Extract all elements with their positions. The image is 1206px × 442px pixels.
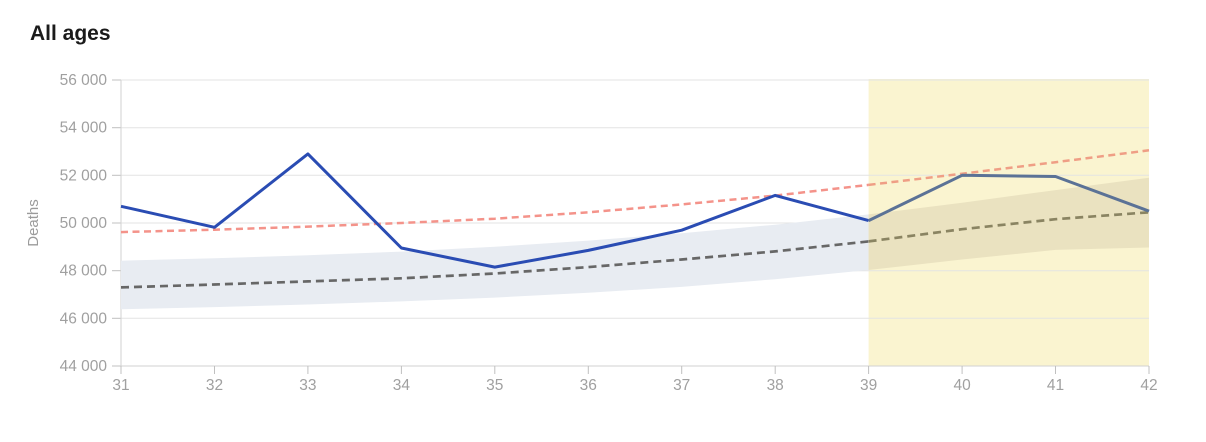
- x-tick-label: 40: [953, 377, 971, 394]
- expected-range-band: [121, 214, 869, 310]
- expected-baseline-dashed: [868, 210, 1150, 243]
- expected-baseline-dashed: [120, 240, 869, 289]
- x-tick-label: 41: [1047, 377, 1064, 394]
- y-axis-title: Deaths: [25, 199, 42, 247]
- x-tick-label: 32: [206, 377, 223, 394]
- chart-title: All ages: [30, 22, 111, 45]
- x-tick-label: 38: [767, 377, 784, 394]
- y-tick-label: 44 000: [60, 358, 108, 375]
- upper-threshold-dashed: [120, 183, 869, 234]
- x-tick-label: 36: [580, 377, 597, 394]
- y-tick-label: 56 000: [60, 72, 108, 89]
- x-tick-label: 42: [1140, 377, 1157, 394]
- y-tick-label: 50 000: [60, 215, 108, 232]
- observed-deaths: [120, 152, 869, 269]
- x-tick-label: 39: [860, 377, 877, 394]
- x-tick-label: 33: [299, 377, 316, 394]
- y-tick-label: 48 000: [60, 263, 108, 280]
- x-tick-label: 35: [486, 377, 503, 394]
- x-tick-label: 37: [673, 377, 690, 394]
- expected-range-band: [868, 177, 1149, 270]
- y-tick-label: 46 000: [60, 310, 108, 327]
- y-tick-label: 52 000: [60, 167, 108, 184]
- y-tick-label: 54 000: [60, 120, 108, 137]
- x-tick-label: 31: [112, 377, 129, 394]
- upper-threshold-dashed: [868, 149, 1150, 187]
- observed-deaths: [867, 173, 1150, 222]
- x-tick-label: 34: [393, 377, 411, 394]
